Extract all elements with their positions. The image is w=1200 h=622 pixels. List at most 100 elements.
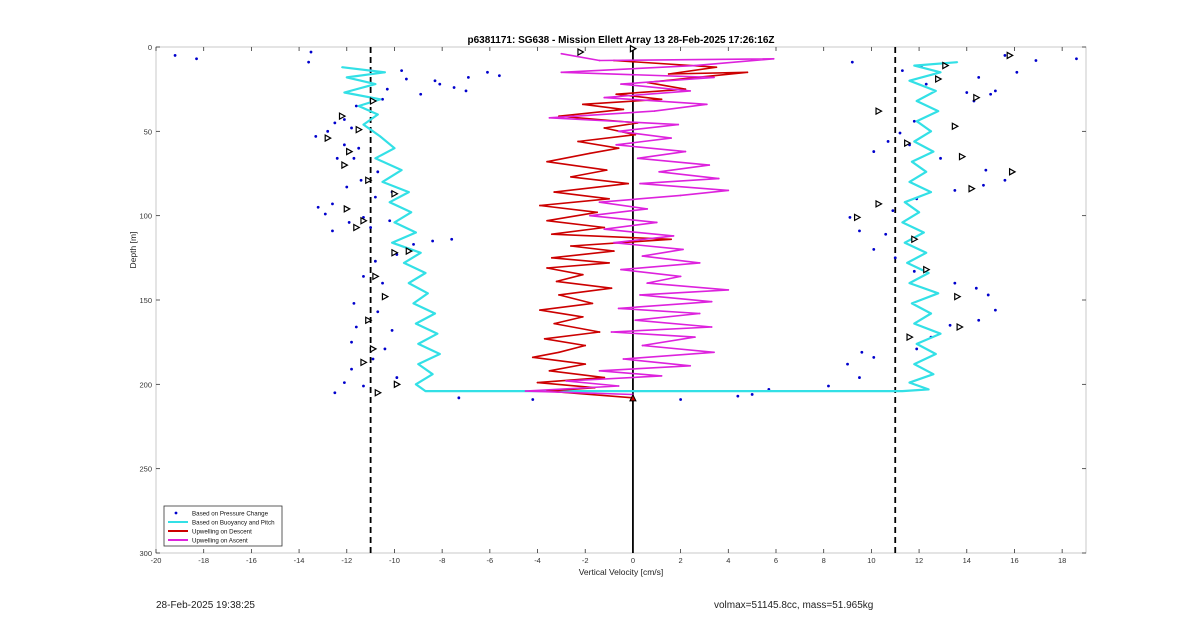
ascent-line-point — [641, 344, 644, 347]
pressure-point — [679, 398, 683, 401]
ascent-line-point — [710, 300, 713, 303]
descent-marker — [360, 216, 368, 225]
pressure-point — [977, 75, 981, 79]
pressure-point — [438, 82, 442, 86]
x-tick-label: 10 — [867, 556, 875, 565]
pressure-point — [466, 75, 470, 79]
ascent-line-point — [677, 123, 680, 126]
buoyancy-line-point — [426, 292, 429, 295]
pressure-point — [993, 89, 997, 93]
pressure-point — [858, 376, 861, 379]
buoyancy-line-point — [410, 211, 413, 214]
buoyancy-line-point — [407, 282, 410, 285]
pressure-point — [354, 325, 358, 329]
descent-line-point — [603, 376, 606, 379]
ascent-line-point — [713, 351, 715, 354]
pressure-point — [359, 178, 363, 182]
ascent-line-point — [717, 177, 720, 180]
ascent-line-point — [589, 214, 591, 217]
buoyancy-line-point — [376, 113, 379, 116]
x-tick-label: 8 — [822, 556, 826, 565]
descent-line-point — [550, 233, 553, 236]
pressure-point — [872, 355, 876, 359]
pressure-point — [915, 347, 919, 351]
pressure-point — [884, 232, 888, 236]
pressure-point — [486, 70, 489, 74]
buoyancy-line-point — [357, 105, 360, 107]
buoyancy-line-point — [417, 342, 420, 345]
buoyancy-line-point — [915, 342, 918, 345]
y-tick-label: 100 — [139, 212, 152, 221]
descent-marker — [369, 96, 378, 105]
x-tick-label: 14 — [963, 556, 971, 565]
pressure-point — [331, 202, 334, 206]
y-tick-label: 200 — [139, 380, 152, 389]
descent-marker — [360, 358, 368, 367]
pressure-point — [173, 54, 177, 57]
descent-line-point — [546, 267, 548, 269]
descent-marker — [973, 93, 981, 102]
pressure-point — [886, 140, 890, 143]
ascent-line-point — [679, 275, 682, 278]
buoyancy-line-point — [911, 160, 913, 163]
descent-marker — [853, 213, 862, 222]
ascent-line-point — [698, 312, 701, 315]
descent-line-point — [555, 280, 558, 283]
ascent-line — [524, 52, 775, 396]
pressure-point — [345, 185, 349, 189]
descent-marker — [365, 176, 373, 185]
x-tick-label: 0 — [631, 556, 635, 565]
buoyancy-line-point — [903, 201, 906, 204]
pressure-point — [350, 367, 353, 371]
pressure-point — [316, 205, 320, 209]
ascent-line-point — [727, 288, 730, 291]
buoyancy-line-point — [407, 191, 410, 193]
pressure-point — [314, 134, 318, 138]
pressure-point — [352, 301, 356, 305]
y-tick-label: 300 — [139, 549, 152, 558]
x-tick-label: 4 — [726, 556, 730, 565]
descent-line-point — [605, 169, 608, 172]
buoyancy-line-point — [391, 241, 393, 244]
x-tick-label: 16 — [1010, 556, 1018, 565]
pressure-point — [450, 237, 454, 241]
descent-line-point — [660, 98, 663, 101]
descent-line-point — [531, 356, 534, 359]
chart-title: p6381171: SG638 - Mission Ellett Array 1… — [467, 35, 774, 46]
ascent-line-point — [598, 59, 601, 62]
buoyancy-line-point — [906, 261, 909, 264]
buoyancy-line-point — [908, 282, 911, 285]
ascent-line-point — [679, 194, 682, 197]
x-tick-label: 18 — [1058, 556, 1066, 565]
pressure-point — [965, 91, 969, 94]
buoyancy-line-point — [925, 251, 928, 254]
descent-line-point — [715, 66, 718, 69]
buoyancy-line-point — [362, 123, 365, 126]
descent-marker — [324, 134, 332, 143]
pressure-point — [1003, 54, 1007, 57]
descent-line-point — [596, 211, 599, 214]
descent-line-point — [546, 219, 548, 222]
descent-marker — [391, 248, 399, 257]
ascent-line-point — [524, 390, 527, 392]
pressure-point — [900, 69, 904, 73]
descent-line-point — [608, 197, 610, 200]
pressure-point — [195, 57, 198, 61]
pressure-point — [898, 131, 902, 135]
descent-line-point — [622, 108, 625, 111]
descent-marker — [923, 265, 931, 274]
descent-line-point — [539, 204, 541, 207]
y-tick-label: 50 — [144, 127, 152, 136]
descent-marker — [1006, 51, 1014, 60]
pressure-point — [953, 188, 957, 192]
pressure-point — [326, 129, 330, 133]
pressure-point — [373, 259, 377, 263]
pressure-point — [381, 97, 384, 101]
ascent-line-point — [727, 189, 730, 192]
buoyancy-line-point — [393, 221, 396, 224]
ascent-line-point — [598, 369, 601, 372]
pressure-point — [464, 89, 468, 93]
descent-marker — [954, 292, 962, 301]
buoyancy-line-point — [415, 231, 417, 234]
ascent-line-point — [646, 208, 649, 210]
